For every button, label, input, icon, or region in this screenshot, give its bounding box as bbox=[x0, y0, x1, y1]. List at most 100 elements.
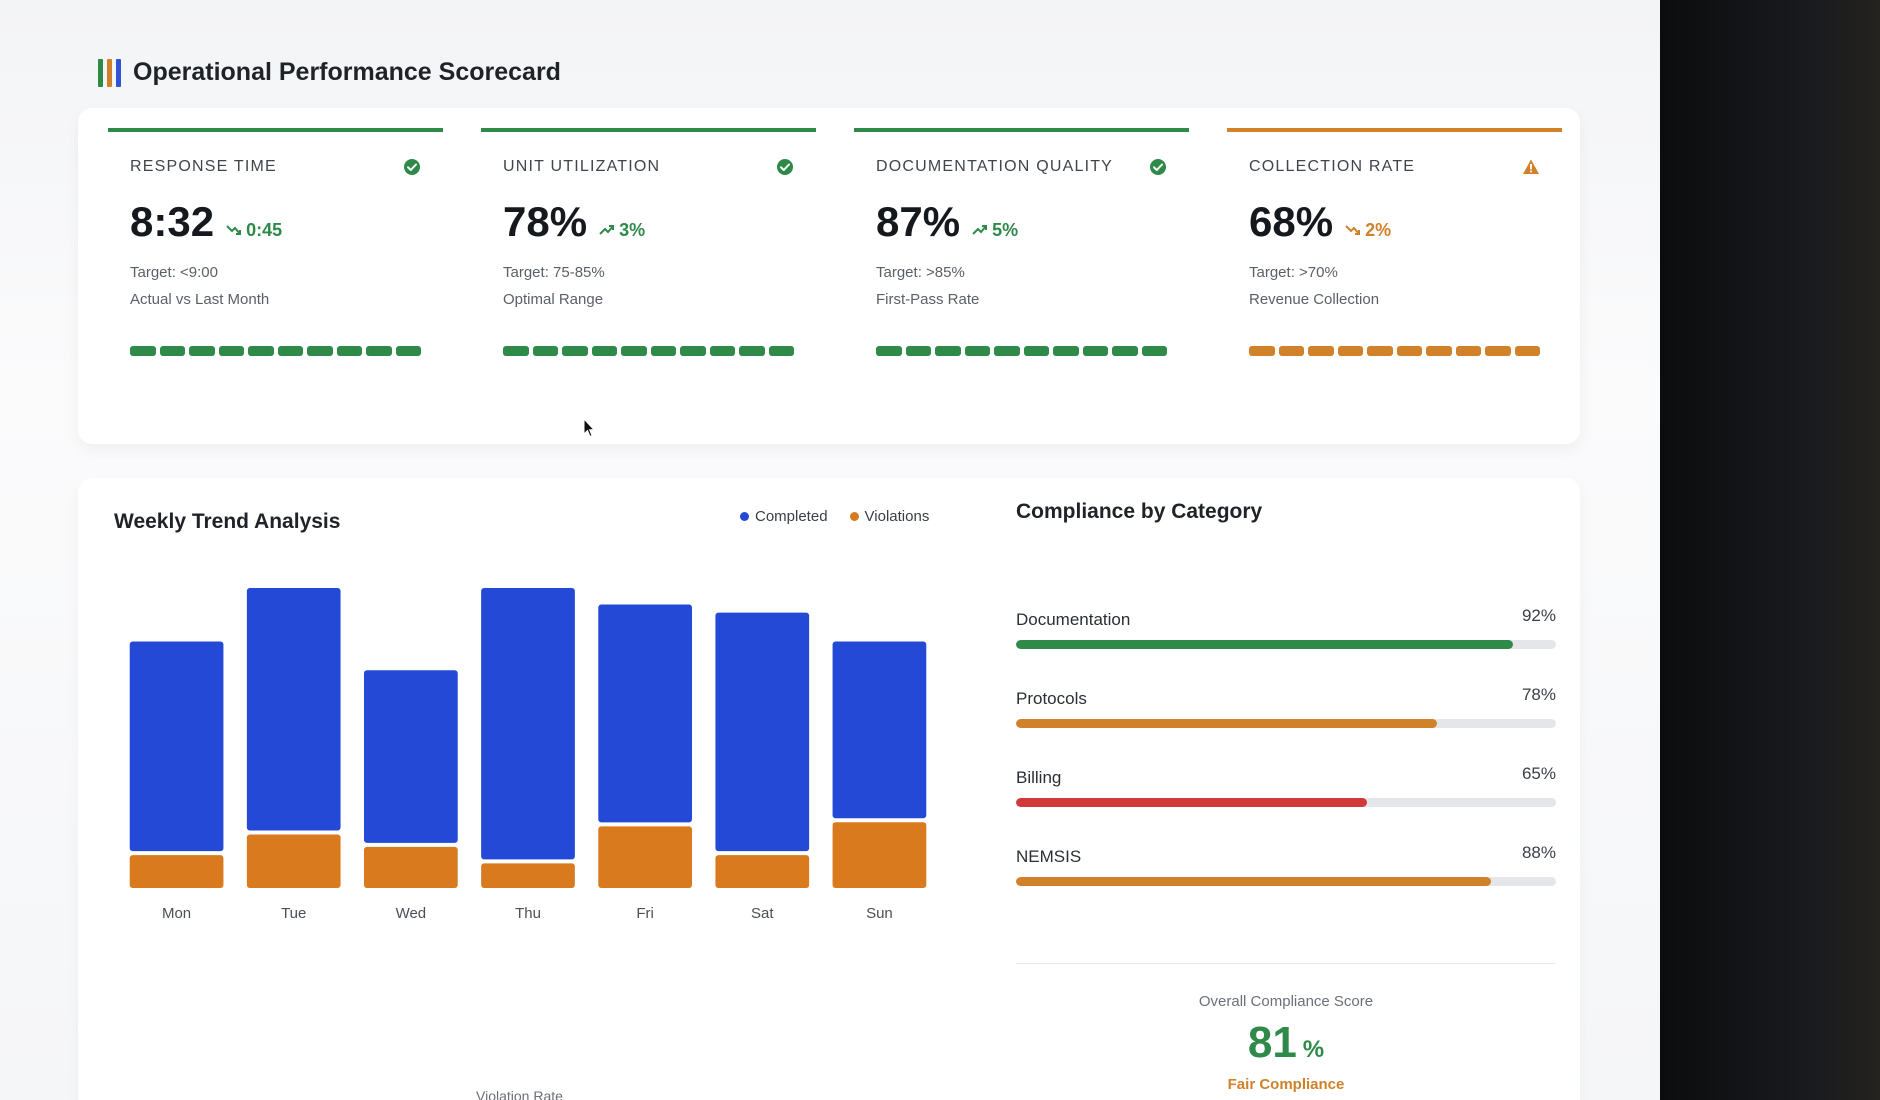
bar-completed-tue[interactable] bbox=[246, 588, 341, 831]
kpi-progress-segment bbox=[1308, 346, 1334, 356]
kpi-trend-value: 2% bbox=[1365, 220, 1392, 240]
kpi-card-unit-utilization[interactable]: UNIT UTILIZATION 78% 3% Target: 75-85% O… bbox=[481, 128, 816, 378]
compliance-label: Billing bbox=[1016, 768, 1062, 787]
kpi-progress-segment bbox=[248, 346, 274, 356]
kpi-value: 78% bbox=[503, 198, 588, 245]
legend-label: Violations bbox=[864, 508, 930, 525]
compliance-track bbox=[1016, 640, 1556, 649]
kpi-progress-bar bbox=[1249, 346, 1540, 356]
compliance-fill bbox=[1016, 798, 1367, 807]
bar-violations-tue[interactable] bbox=[246, 834, 341, 888]
kpi-progress-segment bbox=[532, 346, 558, 356]
kpi-progress-segment bbox=[336, 346, 362, 356]
kpi-card-documentation-quality[interactable]: DOCUMENTATION QUALITY 87% 5% Target: >85… bbox=[854, 128, 1189, 378]
bar-violations-thu[interactable] bbox=[481, 863, 575, 888]
compliance-track bbox=[1016, 798, 1556, 807]
bar-completed-fri[interactable] bbox=[598, 604, 692, 823]
kpi-trend: 5% bbox=[972, 220, 1018, 241]
compliance-fill bbox=[1016, 640, 1513, 649]
kpi-card-response-time[interactable]: RESPONSE TIME 8:32 0:45 Target: <9:00 Ac… bbox=[108, 128, 443, 378]
compliance-label: Documentation bbox=[1016, 610, 1131, 629]
kpi-label: COLLECTION RATE bbox=[1249, 158, 1416, 175]
kpi-progress-segment bbox=[159, 346, 185, 356]
overall-score-value: 81 bbox=[1247, 1018, 1297, 1067]
compliance-row-protocols: Protocols 78% bbox=[1016, 685, 1556, 739]
kpi-progress-segment bbox=[1337, 346, 1363, 356]
bar-completed-sun[interactable] bbox=[832, 641, 927, 819]
compliance-label: NEMSIS bbox=[1016, 847, 1082, 866]
overall-status: Fair Compliance bbox=[1227, 1076, 1345, 1093]
violation-rate-caption: Violation Rate bbox=[476, 1088, 563, 1100]
kpi-progress-segment bbox=[277, 346, 303, 356]
kpi-card-collection-rate[interactable]: COLLECTION RATE 68% 2% Target: >70% Reve… bbox=[1227, 128, 1562, 378]
bar-violations-fri[interactable] bbox=[598, 826, 692, 888]
kpi-progress-segment bbox=[591, 346, 617, 356]
x-axis-tick-label: Mon bbox=[162, 905, 191, 922]
warning-triangle-icon bbox=[1522, 158, 1540, 176]
kpi-progress-segment bbox=[1485, 346, 1511, 356]
overall-score-label: Overall Compliance Score bbox=[1198, 993, 1374, 1010]
x-axis-tick-label: Fri bbox=[636, 905, 654, 922]
kpi-progress-segment bbox=[1367, 346, 1393, 356]
kpi-progress-segment bbox=[1396, 346, 1422, 356]
x-axis-tick-label: Thu bbox=[515, 905, 541, 922]
bar-violations-sat[interactable] bbox=[715, 855, 810, 888]
bar-violations-sun[interactable] bbox=[832, 822, 927, 888]
chart-legend: Completed Violations bbox=[740, 508, 929, 525]
kpi-progress-segment bbox=[189, 346, 215, 356]
weekly-trend-chart: Mon Tue Wed Thu Fri Sat Sun bbox=[129, 588, 927, 922]
x-axis-tick-label: Wed bbox=[396, 905, 427, 922]
legend-item-completed[interactable]: Completed bbox=[740, 508, 828, 525]
logo-bar bbox=[107, 58, 112, 87]
x-axis-tick-label: Sun bbox=[866, 905, 893, 922]
analysis-panel: Weekly Trend Analysis Completed Violatio… bbox=[78, 478, 1580, 1100]
bar-completed-thu[interactable] bbox=[481, 588, 575, 860]
compliance-value: 65% bbox=[1521, 764, 1556, 783]
kpi-target: Target: >70% bbox=[1249, 264, 1338, 281]
compliance-value: 78% bbox=[1521, 685, 1556, 704]
compliance-row-billing: Billing 65% bbox=[1016, 764, 1556, 818]
kpi-value: 8:32 bbox=[130, 198, 215, 245]
compliance-value: 88% bbox=[1521, 843, 1556, 862]
compliance-row-nemsis: NEMSIS 88% bbox=[1016, 843, 1556, 897]
kpi-trend: 0:45 bbox=[226, 220, 282, 241]
compliance-title: Compliance by Category bbox=[1016, 500, 1263, 523]
check-circle-icon bbox=[403, 158, 421, 176]
kpi-progress-segment bbox=[1455, 346, 1481, 356]
legend-item-violations[interactable]: Violations bbox=[849, 508, 930, 525]
kpi-subtitle: First-Pass Rate bbox=[876, 291, 980, 308]
bar-violations-wed[interactable] bbox=[364, 846, 458, 888]
kpi-value: 68% bbox=[1249, 198, 1334, 245]
bar-violations-mon[interactable] bbox=[129, 855, 224, 888]
kpi-progress-segment bbox=[709, 346, 735, 356]
compliance-value: 92% bbox=[1521, 606, 1556, 625]
kpi-target: Target: 75-85% bbox=[503, 264, 605, 281]
kpi-progress-segment bbox=[1278, 346, 1304, 356]
bar-completed-mon[interactable] bbox=[129, 641, 224, 852]
kpi-subtitle: Optimal Range bbox=[503, 291, 604, 308]
scorecard-logo-icon bbox=[98, 58, 121, 87]
kpi-progress-segment bbox=[1023, 346, 1049, 356]
compliance-divider bbox=[1016, 963, 1556, 964]
kpi-progress-segment bbox=[395, 346, 421, 356]
kpi-progress-segment bbox=[1141, 346, 1167, 356]
kpi-trend-value: 3% bbox=[619, 220, 646, 240]
check-circle-icon bbox=[1149, 158, 1167, 176]
bar-completed-sat[interactable] bbox=[715, 612, 810, 852]
kpi-label: RESPONSE TIME bbox=[130, 158, 277, 175]
kpi-progress-segment bbox=[1249, 346, 1275, 356]
monitor-bezel bbox=[1660, 0, 1880, 1100]
kpi-target: Target: >85% bbox=[876, 264, 965, 281]
kpi-progress-segment bbox=[1514, 346, 1540, 356]
kpi-progress-segment bbox=[935, 346, 961, 356]
kpi-trend-value: 5% bbox=[992, 220, 1019, 240]
compliance-label: Protocols bbox=[1016, 689, 1087, 708]
bar-completed-wed[interactable] bbox=[364, 670, 458, 843]
kpi-progress-segment bbox=[876, 346, 902, 356]
kpi-progress-segment bbox=[130, 346, 156, 356]
kpi-progress-segment bbox=[964, 346, 990, 356]
legend-label: Completed bbox=[755, 508, 828, 525]
legend-swatch-violations bbox=[849, 512, 859, 521]
kpi-progress-segment bbox=[1426, 346, 1452, 356]
trend-up-icon bbox=[972, 220, 988, 241]
